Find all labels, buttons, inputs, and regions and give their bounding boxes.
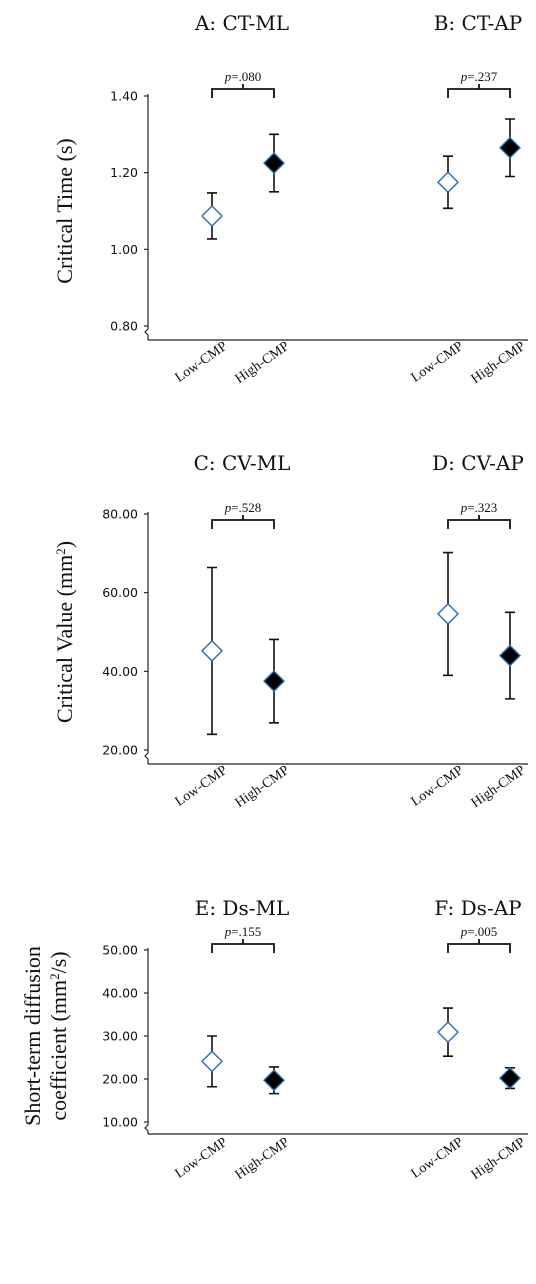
x-category-label: High-CMP bbox=[469, 763, 529, 811]
p-value-label: p=.005 bbox=[460, 924, 498, 939]
y-axis-label: Short-term diffusion bbox=[20, 946, 45, 1126]
p-symbol: p bbox=[224, 69, 232, 84]
y-axis-label-line2-text: coefficient (mm bbox=[46, 980, 71, 1121]
x-category-label: High-CMP bbox=[469, 1135, 529, 1183]
y-axis-label-tail: /s) bbox=[46, 951, 71, 973]
y-tick-label: 20.00 bbox=[102, 743, 138, 758]
y-axis-label-tail: ) bbox=[52, 541, 77, 548]
mean-marker-High-CMP bbox=[499, 1067, 521, 1090]
y-axis-label: Critical Time (s) bbox=[52, 138, 77, 283]
x-category-label: Low-CMP bbox=[173, 1135, 231, 1182]
p-value-label: p=.323 bbox=[460, 500, 498, 515]
significance-bracket bbox=[211, 943, 275, 953]
y-tick-label: 1.40 bbox=[110, 89, 138, 104]
p-value-label: p=.528 bbox=[224, 500, 262, 515]
y-axis-line bbox=[144, 948, 149, 1134]
p-equals: = bbox=[231, 69, 238, 84]
p-equals: = bbox=[467, 500, 474, 515]
mean-marker-High-CMP bbox=[263, 1069, 285, 1092]
x-category-label: Low-CMP bbox=[409, 1135, 467, 1182]
y-tick-label: 0.80 bbox=[110, 319, 138, 334]
y-axis-label-text: Critical Value (mm bbox=[52, 555, 77, 723]
p-equals: = bbox=[231, 924, 238, 939]
p-equals: = bbox=[467, 924, 474, 939]
p-symbol: p bbox=[460, 69, 468, 84]
x-category-label: High-CMP bbox=[233, 763, 293, 811]
p-value: .237 bbox=[475, 69, 498, 84]
x-category-label: High-CMP bbox=[469, 339, 529, 387]
p-symbol: p bbox=[224, 924, 232, 939]
panel-title: E: Ds-ML bbox=[195, 896, 290, 920]
significance-bracket bbox=[447, 943, 511, 953]
mean-marker-Low-CMP bbox=[437, 602, 459, 625]
mean-marker-Low-CMP bbox=[201, 204, 223, 227]
mean-marker-Low-CMP bbox=[201, 1050, 223, 1073]
p-value: .005 bbox=[475, 924, 498, 939]
x-category-label: Low-CMP bbox=[409, 339, 467, 386]
p-equals: = bbox=[467, 69, 474, 84]
mean-marker-High-CMP bbox=[499, 644, 521, 667]
chart-1: 0.80 1.00 1.20 1.40 Critical Time (s) A: CT-M… bbox=[52, 11, 528, 387]
y-axis-label-sup: 2 bbox=[53, 548, 68, 555]
y-tick-label: 10.00 bbox=[102, 1115, 138, 1130]
significance-bracket bbox=[211, 519, 275, 529]
p-value-label: p=.155 bbox=[224, 924, 262, 939]
y-axis-line bbox=[144, 94, 149, 340]
y-tick-label: 60.00 bbox=[102, 585, 138, 600]
p-value: .528 bbox=[239, 500, 262, 515]
y-axis-label: Critical Value (mm2) bbox=[52, 541, 77, 723]
mean-marker-Low-CMP bbox=[201, 639, 223, 662]
mean-marker-Low-CMP bbox=[437, 171, 459, 194]
significance-bracket bbox=[211, 88, 275, 98]
y-axis-label-line2: coefficient (mm2/s) bbox=[46, 951, 71, 1120]
p-value: .323 bbox=[475, 500, 498, 515]
chart-3: 10.00 20.00 30.00 40.00 50.00 Short-term diff… bbox=[20, 896, 528, 1183]
panel-title: C: CV-ML bbox=[194, 451, 291, 475]
p-value: .080 bbox=[239, 69, 262, 84]
mean-marker-High-CMP bbox=[263, 152, 285, 175]
chart-2: 20.00 40.00 60.00 80.00 Critical Value (mm2)… bbox=[52, 451, 528, 811]
y-tick-label: 80.00 bbox=[102, 507, 138, 522]
y-axis-line bbox=[144, 512, 149, 764]
p-value: .155 bbox=[239, 924, 262, 939]
x-category-label: High-CMP bbox=[233, 339, 293, 387]
panel-title: B: CT-AP bbox=[434, 11, 523, 35]
y-tick-label: 40.00 bbox=[102, 986, 138, 1001]
significance-bracket bbox=[447, 88, 511, 98]
y-axis-label-text: Critical Time (s) bbox=[52, 138, 77, 283]
y-tick-label: 20.00 bbox=[102, 1072, 138, 1087]
x-category-label: Low-CMP bbox=[409, 763, 467, 810]
x-category-label: Low-CMP bbox=[173, 763, 231, 810]
x-category-label: Low-CMP bbox=[173, 339, 231, 386]
y-tick-label: 1.20 bbox=[110, 165, 138, 180]
mean-marker-Low-CMP bbox=[437, 1021, 459, 1044]
panel-title: D: CV-AP bbox=[432, 451, 524, 475]
y-tick-label: 40.00 bbox=[102, 664, 138, 679]
mean-marker-High-CMP bbox=[263, 670, 285, 693]
y-tick-label: 30.00 bbox=[102, 1029, 138, 1044]
mean-marker-High-CMP bbox=[499, 136, 521, 159]
p-value-label: p=.237 bbox=[460, 69, 498, 84]
panel-title: F: Ds-AP bbox=[434, 896, 521, 920]
significance-bracket bbox=[447, 519, 511, 529]
p-value-label: p=.080 bbox=[224, 69, 262, 84]
panel-title: A: CT-ML bbox=[194, 11, 289, 35]
p-symbol: p bbox=[460, 500, 468, 515]
p-equals: = bbox=[231, 500, 238, 515]
y-tick-label: 50.00 bbox=[102, 943, 138, 958]
p-symbol: p bbox=[224, 500, 232, 515]
x-category-label: High-CMP bbox=[233, 1135, 293, 1183]
y-axis-label-sup: 2 bbox=[47, 973, 62, 980]
y-tick-label: 1.00 bbox=[110, 242, 138, 257]
p-symbol: p bbox=[460, 924, 468, 939]
